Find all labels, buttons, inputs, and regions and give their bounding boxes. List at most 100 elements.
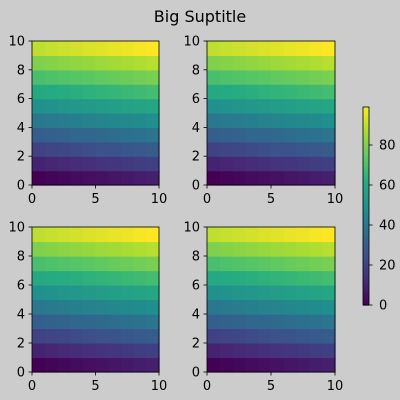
heatmap-cell <box>219 270 234 286</box>
heatmap-cell <box>296 343 310 359</box>
heatmap-cell <box>207 156 221 172</box>
heatmap-cell <box>120 227 135 243</box>
heatmap-cell <box>271 156 285 172</box>
heatmap-cell <box>32 170 46 186</box>
heatmap-cell <box>95 41 109 56</box>
heatmap-cell <box>283 141 298 157</box>
heatmap-cell <box>95 170 109 186</box>
heatmap-cell <box>44 55 58 71</box>
heatmap-cell <box>322 55 336 71</box>
heatmap-cell <box>133 113 147 128</box>
heatmap-cell <box>146 285 160 301</box>
colorbar-segment <box>363 146 369 151</box>
heatmap-cell <box>258 41 272 56</box>
y-tick-label: 2 <box>17 150 25 165</box>
heatmap-cell <box>146 84 160 100</box>
heatmap-cell <box>207 357 221 373</box>
heatmap-cell <box>258 328 272 344</box>
heatmap-cell <box>70 256 84 272</box>
colorbar-segment <box>363 196 369 200</box>
y-tick-label: 6 <box>17 92 25 107</box>
heatmap-cell <box>296 256 310 272</box>
heatmap-cell <box>258 270 272 286</box>
heatmap-cell <box>108 328 122 344</box>
colorbar-segment <box>363 222 369 227</box>
heatmap-cell <box>57 299 71 315</box>
heatmap-cell <box>95 98 109 114</box>
heatmap-cell <box>309 241 323 257</box>
x-tick-label: 0 <box>203 379 211 394</box>
heatmap-cell <box>309 156 323 172</box>
heatmap-cell <box>245 299 259 315</box>
heatmap-cell <box>57 84 71 100</box>
colorbar-segment <box>363 262 369 266</box>
colorbar-segment <box>363 209 369 214</box>
heatmap-cell <box>322 98 336 114</box>
y-tick-label: 4 <box>17 121 25 136</box>
heatmap-cell <box>296 156 310 172</box>
heatmap-cell <box>309 314 323 330</box>
heatmap-cell <box>271 314 285 330</box>
heatmap-cell <box>219 357 234 373</box>
heatmap-cell <box>32 357 46 373</box>
heatmap-cell <box>108 343 122 359</box>
heatmap-cell <box>322 270 336 286</box>
heatmap-cell <box>120 127 135 143</box>
colorbar-segment <box>363 130 369 134</box>
heatmap-cell <box>95 113 109 128</box>
heatmap-cell <box>207 41 221 56</box>
heatmap-cell <box>232 84 246 100</box>
colorbar-segment <box>363 136 369 141</box>
heatmap-cell <box>283 55 298 71</box>
heatmap-cell <box>309 84 323 100</box>
heatmap-cell <box>70 141 84 157</box>
heatmap-cell <box>108 84 122 100</box>
heatmap-cell <box>245 84 259 100</box>
heatmap-cell <box>133 285 147 301</box>
heatmap-cell <box>120 113 135 128</box>
heatmap-cell <box>245 270 259 286</box>
heatmap-cell <box>146 98 160 114</box>
heatmap-cell <box>207 98 221 114</box>
heatmap-cell <box>283 227 298 243</box>
heatmap-cell <box>108 127 122 143</box>
heatmap-cell <box>232 41 246 56</box>
panel-bottom-right: 0 5 10 0 2 4 6 8 10 <box>183 221 343 395</box>
heatmap-cell <box>296 98 310 114</box>
colorbar-segment <box>363 265 369 270</box>
colorbar-segment <box>363 298 369 303</box>
heatmap-cell <box>133 343 147 359</box>
y-tick-label: 0 <box>192 366 200 381</box>
heatmap-cell <box>283 328 298 344</box>
heatmap-cell <box>133 270 147 286</box>
heatmap-cell <box>44 270 58 286</box>
heatmap-cell <box>32 227 46 243</box>
colorbar-segment <box>363 258 369 263</box>
heatmap-cell <box>44 256 58 272</box>
colorbar-segment <box>363 123 369 128</box>
heatmap-cell <box>82 299 97 315</box>
colorbar-segment <box>363 212 369 217</box>
heatmap-cell <box>245 55 259 71</box>
heatmap-cell <box>82 170 97 186</box>
heatmap-cell <box>57 314 71 330</box>
heatmap-cell <box>296 270 310 286</box>
heatmap-cell <box>207 84 221 100</box>
colorbar-segment <box>363 202 369 207</box>
heatmap-cell <box>232 141 246 157</box>
heatmap-cell <box>207 328 221 344</box>
heatmap-cell <box>258 285 272 301</box>
heatmap-cell <box>57 41 71 56</box>
heatmap-cell <box>146 69 160 85</box>
heatmap-cell <box>70 69 84 85</box>
colorbar-segment <box>363 219 369 224</box>
heatmap-cell <box>146 241 160 257</box>
colorbar-segment <box>363 189 369 194</box>
colorbar-segment <box>363 153 369 158</box>
heatmap-cell <box>232 55 246 71</box>
heatmap-cell <box>120 285 135 301</box>
y-tick-label: 6 <box>192 279 200 294</box>
heatmap-cell <box>322 314 336 330</box>
heatmap-cell <box>70 285 84 301</box>
